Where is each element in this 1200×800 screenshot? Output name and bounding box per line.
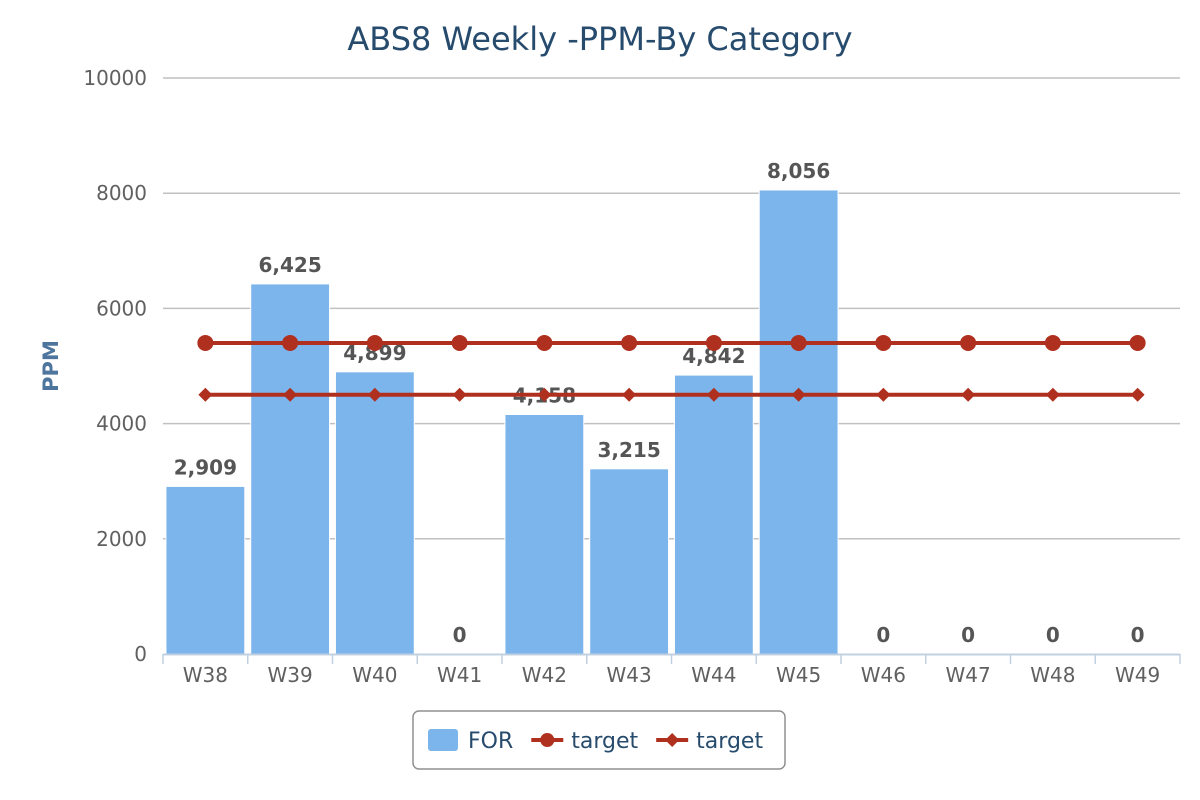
x-tick-label: W45 (776, 663, 821, 687)
legend-marker (665, 733, 680, 747)
legend-box (412, 710, 786, 770)
y-tick-label: 8000 (96, 181, 147, 205)
target-point (790, 334, 807, 351)
x-tick-label: W46 (861, 663, 906, 687)
target-point (1044, 334, 1061, 351)
data-label: 0 (1131, 623, 1145, 647)
target-point (1129, 334, 1146, 351)
target-point (451, 334, 468, 351)
x-tick-label: W49 (1115, 663, 1160, 687)
target-point (367, 387, 382, 402)
legend: FOR target target (412, 710, 786, 770)
x-tick-label: W47 (946, 663, 991, 687)
gridlines (163, 77, 1180, 540)
x-tick-label: W38 (183, 663, 228, 687)
x-tick-label: W48 (1030, 663, 1075, 687)
x-axis: W38 W39 W40 W41 W42 W43 W44 W45 W46 W47 W48 W49 (162, 653, 1181, 687)
chart-title: ABS8 Weekly -PPM-By Category (347, 20, 852, 58)
data-label: 2,909 (174, 455, 237, 479)
y-tick-label: 10000 (83, 66, 147, 90)
target-point (366, 334, 383, 351)
data-label: 3,215 (597, 438, 660, 462)
target-point (960, 334, 977, 351)
bar (334, 371, 415, 655)
bar (165, 485, 246, 655)
y-tick-label: 0 (134, 642, 147, 666)
target-point (197, 334, 214, 351)
target-point (705, 334, 722, 351)
target-point (1045, 387, 1060, 402)
target-point (791, 387, 806, 402)
data-label: 0 (453, 623, 467, 647)
data-label: 6,425 (258, 253, 321, 277)
y-axis-label: PPM (39, 340, 63, 392)
bar (589, 468, 670, 655)
bar (758, 189, 839, 655)
data-label: 0 (961, 623, 975, 647)
x-tick-label: W44 (691, 663, 736, 687)
legend-swatch-bar (428, 729, 458, 751)
data-label: 8,056 (767, 159, 830, 183)
x-tick-label: W41 (437, 663, 482, 687)
target-point (875, 334, 892, 351)
legend-label: target (696, 729, 763, 754)
line-series (197, 334, 1146, 402)
y-tick-label: 2000 (96, 527, 147, 551)
target-point (706, 387, 721, 402)
x-tick-label: W42 (522, 663, 567, 687)
bar (504, 413, 585, 655)
legend-label: FOR (468, 729, 513, 754)
legend-label: target (571, 729, 638, 754)
target-point (452, 387, 467, 402)
x-tick-label: W39 (268, 663, 313, 687)
y-tick-label: 6000 (96, 296, 147, 320)
target-point (282, 334, 299, 351)
target-point (961, 387, 976, 402)
target-point (622, 387, 637, 402)
target-point (876, 387, 891, 402)
x-tick-label: W40 (352, 663, 397, 687)
target-point (283, 387, 298, 402)
target-point (536, 334, 553, 351)
data-label: 0 (1046, 623, 1060, 647)
bar (673, 374, 754, 655)
y-tick-label: 4000 (96, 412, 147, 436)
target-point (537, 387, 552, 402)
target-point (1130, 387, 1145, 402)
data-label: 0 (876, 623, 890, 647)
bar-series (165, 189, 839, 655)
target-point (198, 387, 213, 402)
y-axis: 0 2000 4000 6000 8000 10000 (83, 66, 147, 666)
legend-marker (540, 733, 555, 747)
x-tick-label: W43 (607, 663, 652, 687)
target-point (621, 334, 638, 351)
